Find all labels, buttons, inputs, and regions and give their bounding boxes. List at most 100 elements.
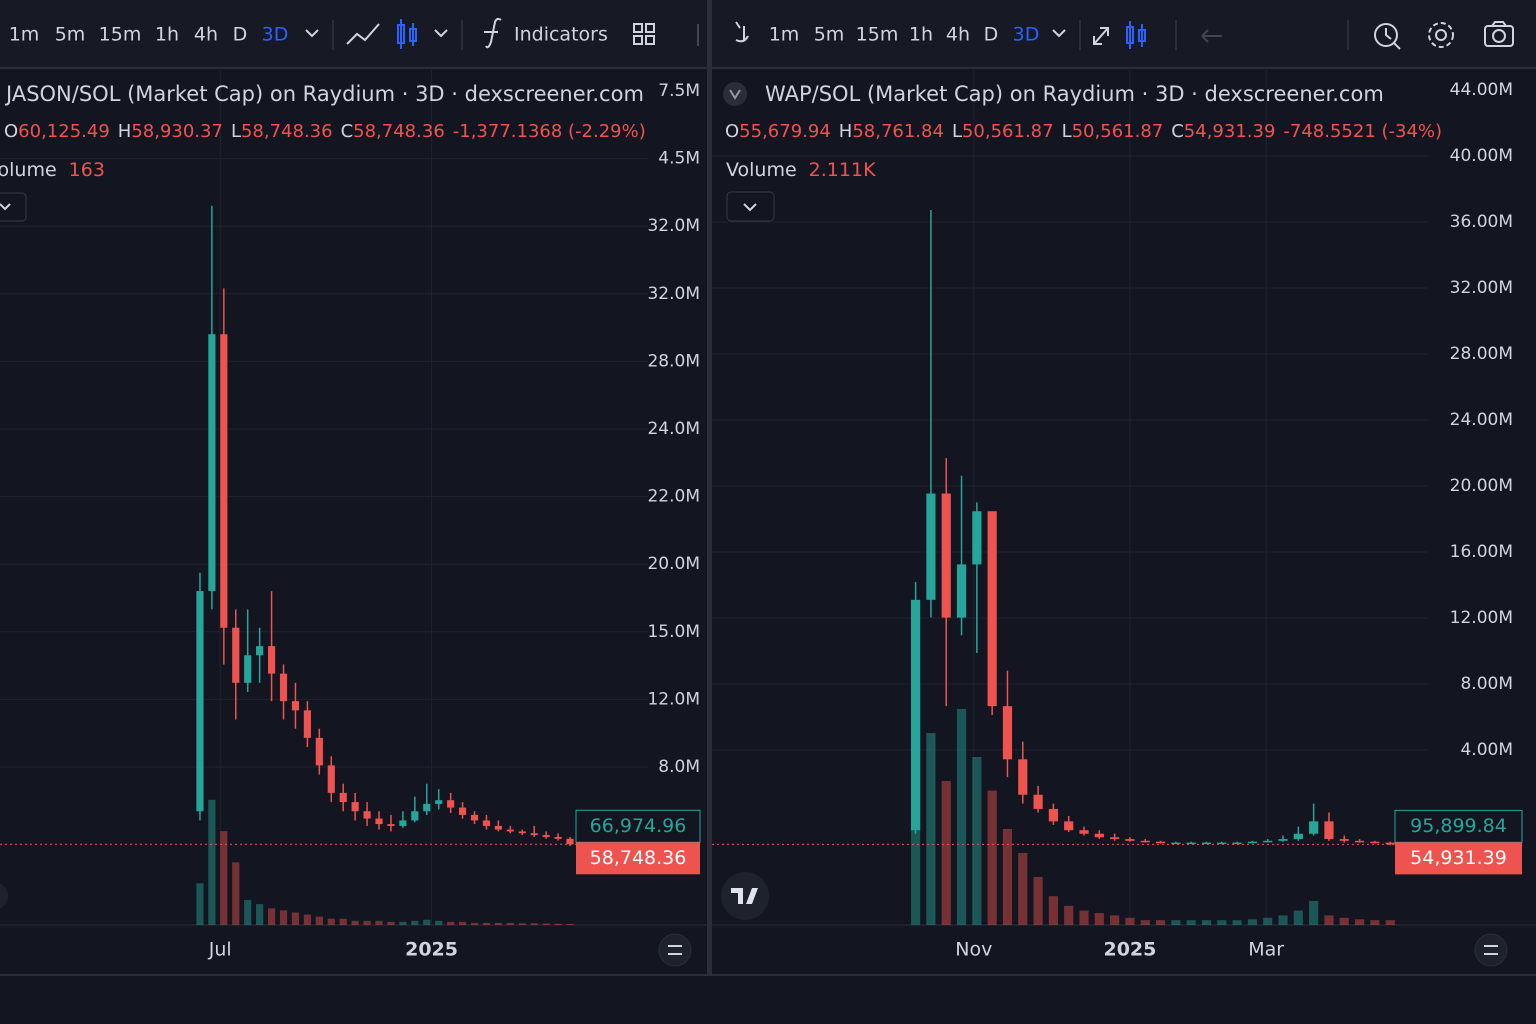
volume-bar bbox=[447, 921, 455, 925]
interval-button[interactable]: 3D bbox=[262, 24, 289, 46]
settings-icon[interactable] bbox=[1428, 22, 1454, 48]
candle-body bbox=[1309, 821, 1319, 834]
candle-body bbox=[447, 800, 455, 808]
volume-bar bbox=[956, 709, 967, 925]
volume-bar bbox=[494, 922, 502, 925]
screenshot-icon[interactable] bbox=[1484, 21, 1514, 47]
indicators-icon[interactable] bbox=[484, 17, 502, 49]
volume-bar bbox=[482, 922, 491, 925]
interval-button[interactable]: 1m bbox=[769, 24, 800, 46]
interval-button[interactable]: 4h bbox=[194, 24, 218, 46]
layout-icon[interactable] bbox=[633, 23, 655, 45]
volume-bar bbox=[1354, 919, 1365, 925]
y-axis-label: 32.0M bbox=[647, 284, 700, 304]
candle-body bbox=[1048, 808, 1058, 822]
dropdown-icon[interactable] bbox=[434, 29, 448, 38]
volume-bar bbox=[1064, 905, 1074, 925]
ohlc-value: 50,561.87 bbox=[1072, 121, 1164, 142]
interval-button[interactable]: 5m bbox=[55, 24, 86, 46]
candle-body bbox=[458, 807, 467, 815]
x-tick-label: Jul bbox=[208, 939, 232, 961]
dropdown-icon[interactable] bbox=[1052, 29, 1066, 38]
tv-logo-bg bbox=[721, 872, 769, 920]
interval-button[interactable]: 15m bbox=[99, 24, 142, 46]
ohlc-key: L bbox=[231, 121, 241, 142]
indicators-button[interactable]: Indicators bbox=[514, 24, 608, 46]
candle-body bbox=[256, 646, 264, 656]
candle-body bbox=[1370, 841, 1380, 844]
change-value: -1,377.1368 (-2.29%) bbox=[453, 121, 646, 142]
interval-button[interactable]: D bbox=[233, 24, 248, 46]
interval-button[interactable]: 5m bbox=[814, 24, 845, 46]
x-tick-label: 2025 bbox=[405, 939, 458, 961]
candle-body bbox=[494, 825, 502, 830]
candle-body bbox=[972, 511, 982, 565]
menu-button[interactable] bbox=[658, 933, 692, 967]
candle-body bbox=[1278, 839, 1288, 841]
ohlc-value: 58,748.36 bbox=[353, 121, 445, 142]
interval-button[interactable]: 15m bbox=[856, 24, 899, 46]
collapse-button[interactable] bbox=[726, 191, 775, 222]
volume-bar bbox=[1278, 915, 1288, 925]
candle-body bbox=[387, 824, 395, 826]
volume-bar bbox=[435, 920, 443, 925]
ohlc-key: O bbox=[4, 121, 18, 142]
volume-key: Volume bbox=[0, 159, 57, 181]
interval-button[interactable]: 1h bbox=[909, 24, 933, 46]
volume-bar bbox=[1171, 920, 1181, 925]
candle-body bbox=[1002, 706, 1013, 760]
collapse-button[interactable] bbox=[0, 192, 27, 222]
candle-body bbox=[339, 792, 347, 803]
candle-body bbox=[244, 655, 252, 683]
candle-body bbox=[399, 820, 407, 826]
dropdown-icon[interactable] bbox=[305, 29, 319, 38]
candle-body bbox=[1094, 833, 1104, 838]
y-axis-label: 28.0M bbox=[647, 351, 700, 371]
other-price-label: 66,974.96 bbox=[590, 815, 687, 837]
interval-button[interactable]: 4h bbox=[946, 24, 970, 46]
line-chart-icon[interactable] bbox=[346, 23, 380, 45]
volume-bar bbox=[1186, 920, 1196, 925]
volume-bar bbox=[351, 920, 359, 925]
ohlc-value: 60,125.49 bbox=[18, 121, 110, 142]
candle-body bbox=[1201, 842, 1212, 845]
menu-icon bbox=[668, 945, 682, 955]
candle-body bbox=[1217, 842, 1227, 845]
volume-bar bbox=[291, 912, 300, 925]
undo-icon[interactable] bbox=[1201, 29, 1222, 43]
candle-body bbox=[411, 811, 419, 821]
interval-button[interactable]: 3D bbox=[1013, 24, 1040, 46]
ohlc-key: L bbox=[1062, 121, 1072, 142]
candle-body bbox=[1171, 842, 1181, 845]
y-axis-label: 22.0M bbox=[647, 487, 700, 507]
volume-bar bbox=[375, 920, 383, 925]
y-axis-label: 40.00M bbox=[1450, 146, 1513, 166]
y-axis-label: 28.00M bbox=[1450, 344, 1513, 364]
volume-bar bbox=[423, 919, 431, 925]
candle-body bbox=[470, 814, 479, 821]
volume-bar bbox=[1385, 920, 1395, 925]
alert-icon[interactable] bbox=[1374, 23, 1401, 50]
candle-icon[interactable] bbox=[1126, 21, 1146, 49]
interval-button[interactable]: 1h bbox=[155, 24, 179, 46]
interval-button[interactable]: D bbox=[984, 24, 999, 46]
menu-button[interactable] bbox=[1474, 933, 1508, 967]
volume-value: 2.111K bbox=[809, 159, 876, 181]
candle-icon[interactable] bbox=[397, 19, 417, 49]
ohlc-key: C bbox=[1171, 121, 1184, 142]
y-axis-label: 12.00M bbox=[1450, 608, 1513, 628]
candle-body bbox=[291, 701, 300, 711]
tv-logo-bg bbox=[0, 883, 8, 909]
expand-icon[interactable] bbox=[1093, 27, 1109, 45]
ohlc-key: H bbox=[839, 121, 853, 142]
volume-bar bbox=[244, 899, 252, 925]
candle-body bbox=[1033, 794, 1043, 809]
volume-bar bbox=[566, 923, 574, 925]
x-tick-label: 2025 bbox=[1103, 939, 1156, 961]
candle-body bbox=[279, 673, 288, 702]
compare-icon[interactable] bbox=[735, 21, 749, 43]
interval-button[interactable]: 1m bbox=[9, 24, 40, 46]
volume-bar bbox=[1293, 910, 1303, 925]
candle-body bbox=[1155, 841, 1166, 844]
